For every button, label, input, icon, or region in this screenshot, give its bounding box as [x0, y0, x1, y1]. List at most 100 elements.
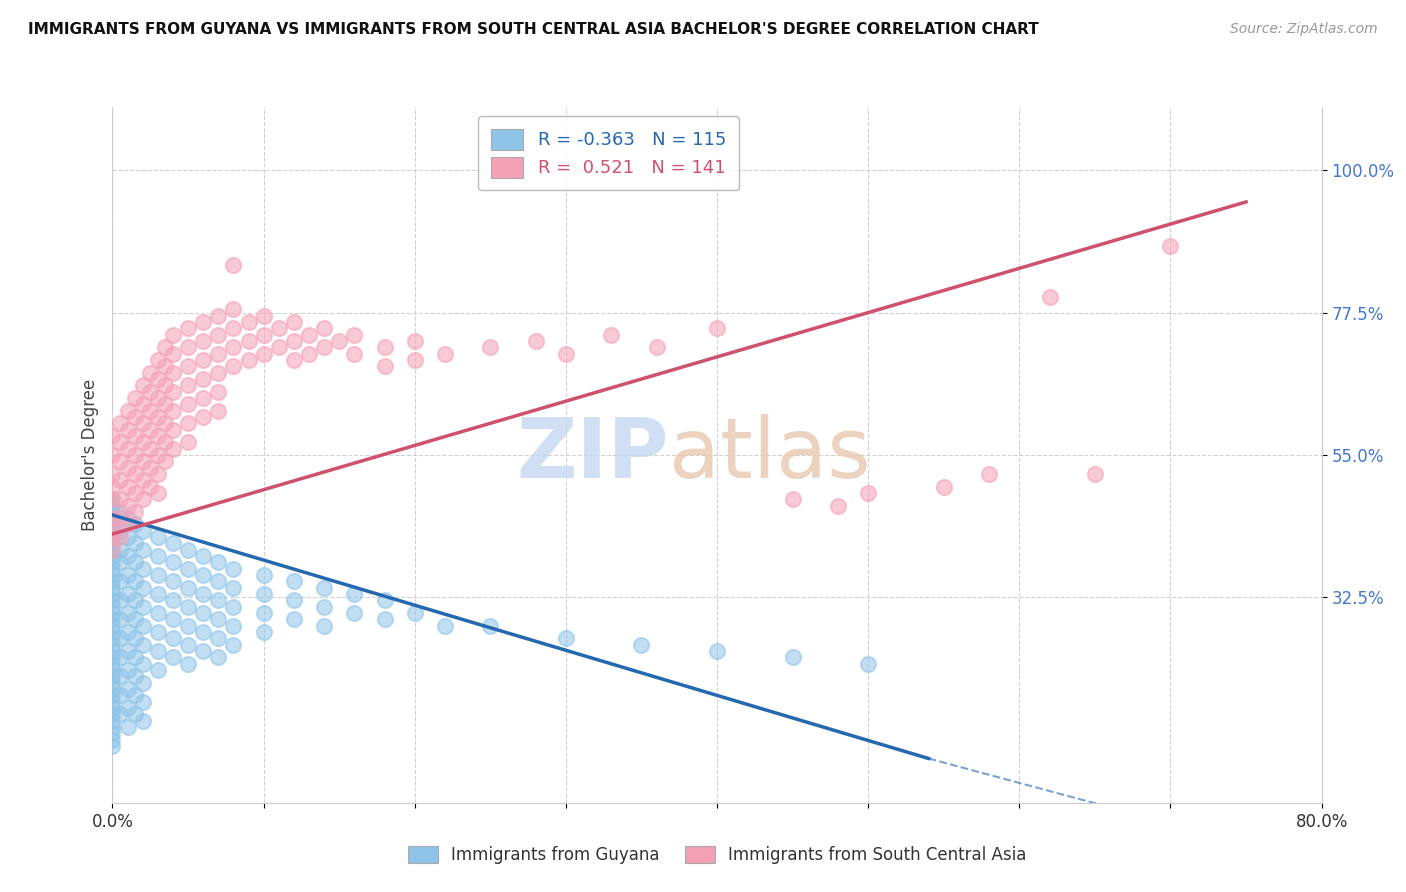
Point: [132, 581, 155, 595]
Point: [177, 321, 200, 335]
Point: [101, 714, 124, 728]
Point: [404, 334, 426, 348]
Point: [191, 568, 214, 582]
Point: [253, 347, 276, 361]
Point: [856, 657, 880, 671]
Point: [856, 486, 880, 500]
Point: [101, 675, 124, 690]
Point: [1159, 239, 1181, 253]
Point: [108, 556, 131, 570]
Point: [404, 353, 426, 368]
Point: [222, 258, 245, 272]
Point: [101, 657, 124, 671]
Point: [191, 372, 214, 386]
Point: [132, 397, 155, 411]
Point: [782, 650, 804, 665]
Point: [146, 663, 169, 677]
Point: [191, 334, 214, 348]
Point: [132, 435, 155, 450]
Point: [1038, 290, 1062, 304]
Point: [108, 435, 131, 450]
Point: [554, 347, 576, 361]
Point: [207, 403, 229, 417]
Point: [706, 321, 728, 335]
Point: [162, 366, 184, 380]
Point: [101, 638, 124, 652]
Point: [191, 391, 214, 405]
Point: [162, 556, 184, 570]
Point: [162, 384, 184, 399]
Point: [343, 587, 366, 601]
Point: [108, 688, 131, 702]
Point: [108, 473, 131, 487]
Point: [177, 435, 200, 450]
Point: [101, 562, 124, 576]
Point: [146, 429, 169, 443]
Point: [155, 340, 177, 354]
Point: [124, 669, 146, 683]
Point: [222, 302, 245, 317]
Point: [146, 391, 169, 405]
Point: [117, 511, 139, 525]
Point: [177, 618, 200, 632]
Point: [101, 593, 124, 607]
Point: [222, 581, 245, 595]
Point: [101, 517, 124, 532]
Point: [162, 327, 184, 342]
Point: [298, 327, 321, 342]
Point: [101, 606, 124, 620]
Point: [238, 315, 260, 329]
Point: [117, 460, 139, 475]
Point: [124, 536, 146, 550]
Legend: Immigrants from Guyana, Immigrants from South Central Asia: Immigrants from Guyana, Immigrants from …: [401, 839, 1033, 871]
Point: [132, 675, 155, 690]
Point: [124, 505, 146, 519]
Point: [132, 492, 155, 507]
Point: [207, 366, 229, 380]
Point: [139, 403, 162, 417]
Point: [124, 650, 146, 665]
Point: [374, 593, 396, 607]
Point: [101, 448, 124, 462]
Point: [132, 714, 155, 728]
Point: [191, 625, 214, 640]
Point: [283, 353, 305, 368]
Point: [117, 720, 139, 734]
Point: [207, 556, 229, 570]
Point: [132, 378, 155, 392]
Point: [433, 347, 456, 361]
Point: [314, 618, 336, 632]
Point: [101, 669, 124, 683]
Point: [132, 454, 155, 468]
Point: [124, 467, 146, 481]
Point: [117, 644, 139, 658]
Point: [343, 347, 366, 361]
Point: [645, 340, 668, 354]
Point: [124, 593, 146, 607]
Point: [162, 650, 184, 665]
Point: [101, 650, 124, 665]
Point: [191, 606, 214, 620]
Point: [146, 353, 169, 368]
Point: [222, 562, 245, 576]
Point: [177, 638, 200, 652]
Point: [108, 632, 131, 646]
Point: [177, 562, 200, 576]
Point: [162, 536, 184, 550]
Point: [117, 530, 139, 544]
Point: [253, 606, 276, 620]
Point: [101, 499, 124, 513]
Point: [155, 397, 177, 411]
Point: [207, 612, 229, 626]
Point: [132, 542, 155, 557]
Point: [155, 417, 177, 431]
Point: [139, 479, 162, 493]
Point: [101, 549, 124, 563]
Point: [132, 618, 155, 632]
Point: [108, 574, 131, 589]
Point: [101, 599, 124, 614]
Point: [298, 347, 321, 361]
Point: [146, 644, 169, 658]
Point: [117, 403, 139, 417]
Point: [139, 366, 162, 380]
